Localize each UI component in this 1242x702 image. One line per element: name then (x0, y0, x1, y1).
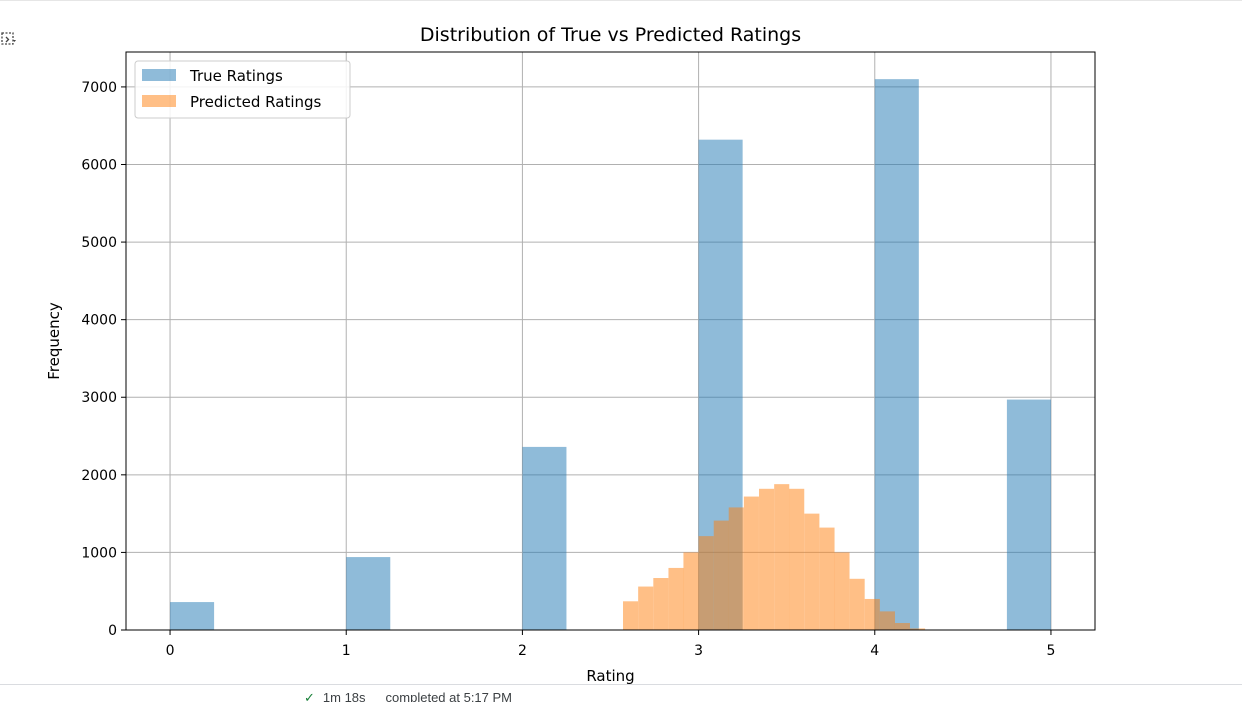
check-icon: ✓ (304, 690, 315, 702)
bar-predicted-ratings (834, 552, 850, 630)
y-tick-label: 5000 (81, 235, 117, 251)
execution-status: ✓ 1m 18s completed at 5:17 PM (304, 690, 512, 702)
legend-swatch (142, 95, 176, 107)
legend-label: True Ratings (189, 67, 283, 85)
x-tick-label: 4 (870, 643, 879, 659)
y-tick-label: 7000 (81, 80, 117, 96)
bar-true-ratings (874, 79, 919, 631)
bar-true-ratings (1006, 399, 1051, 630)
bar-true-ratings (346, 557, 391, 630)
x-tick-label: 0 (166, 643, 175, 659)
bar-predicted-ratings (864, 598, 880, 630)
y-tick-label: 0 (108, 623, 117, 639)
bar-predicted-ratings (910, 628, 926, 630)
bar-predicted-ratings (623, 601, 639, 630)
chart-title: Distribution of True vs Predicted Rating… (420, 24, 801, 46)
bar-predicted-ratings (819, 527, 835, 630)
x-tick-label: 5 (1046, 643, 1055, 659)
cell-top-border (0, 0, 1242, 1)
bar-predicted-ratings (894, 623, 910, 630)
bar-true-ratings (522, 446, 567, 630)
bar-predicted-ratings (713, 520, 729, 630)
execution-duration: 1m 18s (322, 690, 366, 702)
bar-predicted-ratings (728, 507, 744, 630)
bar-true-ratings (170, 602, 215, 630)
output-toggle-icon[interactable] (0, 30, 20, 48)
bar-predicted-ratings (653, 578, 669, 630)
bar-predicted-ratings (638, 586, 654, 630)
y-tick-label: 1000 (81, 545, 117, 561)
y-tick-label: 6000 (81, 157, 117, 173)
execution-completed-time: completed at 5:17 PM (385, 690, 513, 702)
y-tick-label: 2000 (81, 468, 117, 484)
x-tick-label: 2 (518, 643, 527, 659)
x-tick-label: 3 (694, 643, 703, 659)
bar-predicted-ratings (698, 536, 714, 630)
bar-predicted-ratings (789, 488, 805, 630)
bar-predicted-ratings (879, 611, 895, 630)
legend-swatch (142, 69, 176, 81)
x-tick-label: 1 (342, 643, 351, 659)
legend-box (134, 60, 351, 119)
bar-predicted-ratings (759, 488, 775, 630)
x-axis-label: Rating (586, 667, 634, 685)
y-axis-label: Frequency (45, 302, 63, 380)
bar-predicted-ratings (804, 513, 820, 630)
bar-predicted-ratings (668, 567, 684, 630)
bar-predicted-ratings (683, 552, 699, 630)
legend-label: Predicted Ratings (190, 93, 322, 111)
bar-predicted-ratings (849, 578, 865, 630)
bar-predicted-ratings (774, 484, 790, 630)
y-tick-label: 3000 (81, 390, 117, 406)
cell-status-bar: ✓ 1m 18s completed at 5:17 PM (0, 684, 1242, 702)
bar-predicted-ratings (743, 496, 759, 630)
plot-frame (125, 51, 1096, 631)
y-tick-label: 4000 (81, 313, 117, 329)
